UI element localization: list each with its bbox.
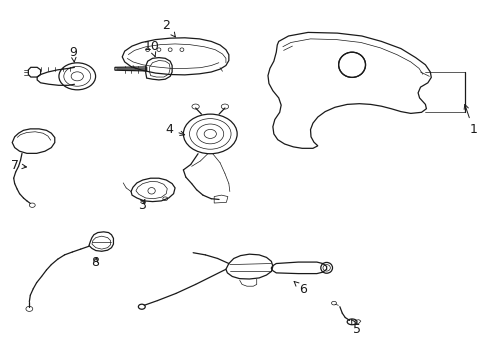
Text: 4: 4 xyxy=(165,123,184,136)
Text: 8: 8 xyxy=(91,256,99,269)
Text: 1: 1 xyxy=(463,104,476,136)
Text: 6: 6 xyxy=(293,282,306,296)
Text: 5: 5 xyxy=(351,320,360,336)
Ellipse shape xyxy=(71,72,83,81)
Text: 10: 10 xyxy=(143,40,159,57)
Text: 2: 2 xyxy=(162,19,175,37)
Text: 3: 3 xyxy=(138,199,145,212)
Text: 7: 7 xyxy=(11,159,26,172)
Text: 9: 9 xyxy=(69,46,77,62)
Ellipse shape xyxy=(338,52,365,77)
